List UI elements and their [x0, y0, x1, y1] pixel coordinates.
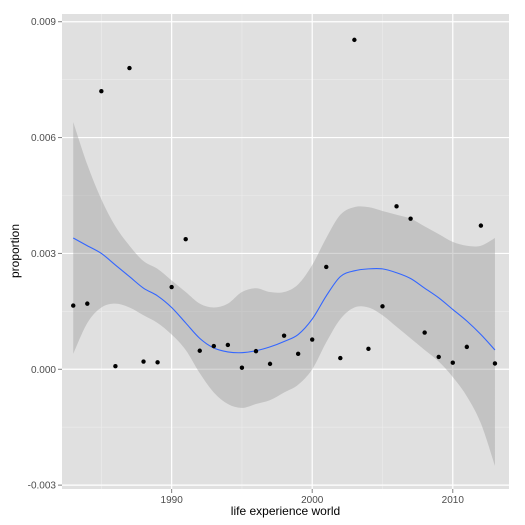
data-point [141, 359, 146, 364]
data-point [464, 344, 470, 350]
data-point [310, 337, 315, 342]
data-point [492, 361, 498, 366]
major-gridlines [62, 14, 509, 489]
x-axis-title: life experience world [231, 504, 340, 518]
data-point [450, 360, 455, 365]
confidence-band-layer [73, 122, 495, 466]
smooth-trend-line [72, 237, 496, 354]
data-point [281, 333, 287, 338]
data-point [169, 284, 174, 290]
y-tick-label: 0.009 [31, 17, 56, 28]
data-point [422, 330, 427, 335]
data-point [408, 216, 413, 221]
x-tick-label: 2000 [301, 495, 324, 506]
data-point [394, 204, 399, 209]
y-tick-label: -0.003 [28, 481, 57, 492]
data-point [338, 355, 343, 361]
data-point [211, 343, 217, 349]
data-point [295, 351, 301, 357]
y-axis: -0.003 0.000 0.003 0.006 0.009 [28, 17, 62, 492]
y-tick-label: 0.006 [31, 133, 56, 144]
x-tick-label: 1990 [161, 495, 184, 506]
y-tick-label: 0.000 [31, 365, 56, 376]
data-point [380, 304, 385, 309]
smooth-line-layer [72, 237, 496, 354]
data-point [225, 342, 231, 348]
x-tick-label: 2010 [442, 495, 465, 506]
data-point [155, 360, 160, 365]
data-point [352, 37, 357, 43]
y-tick-label: 0.003 [31, 249, 56, 260]
data-point [127, 65, 132, 71]
data-point [267, 361, 273, 367]
data-point [239, 365, 245, 370]
confidence-band [73, 122, 495, 466]
data-point [253, 348, 259, 354]
x-axis: 1990 2000 2010 [161, 489, 465, 506]
data-point [478, 223, 484, 228]
data-point [197, 348, 202, 353]
data-point [85, 301, 90, 306]
data-point [99, 89, 104, 94]
data-point [71, 303, 76, 308]
data-point [183, 236, 188, 242]
data-points [71, 37, 498, 370]
data-point [436, 354, 441, 360]
data-point [113, 363, 118, 369]
data-point [366, 346, 371, 352]
y-axis-title: proportion [8, 224, 22, 278]
data-point [324, 264, 329, 270]
plot-panel [62, 14, 509, 489]
